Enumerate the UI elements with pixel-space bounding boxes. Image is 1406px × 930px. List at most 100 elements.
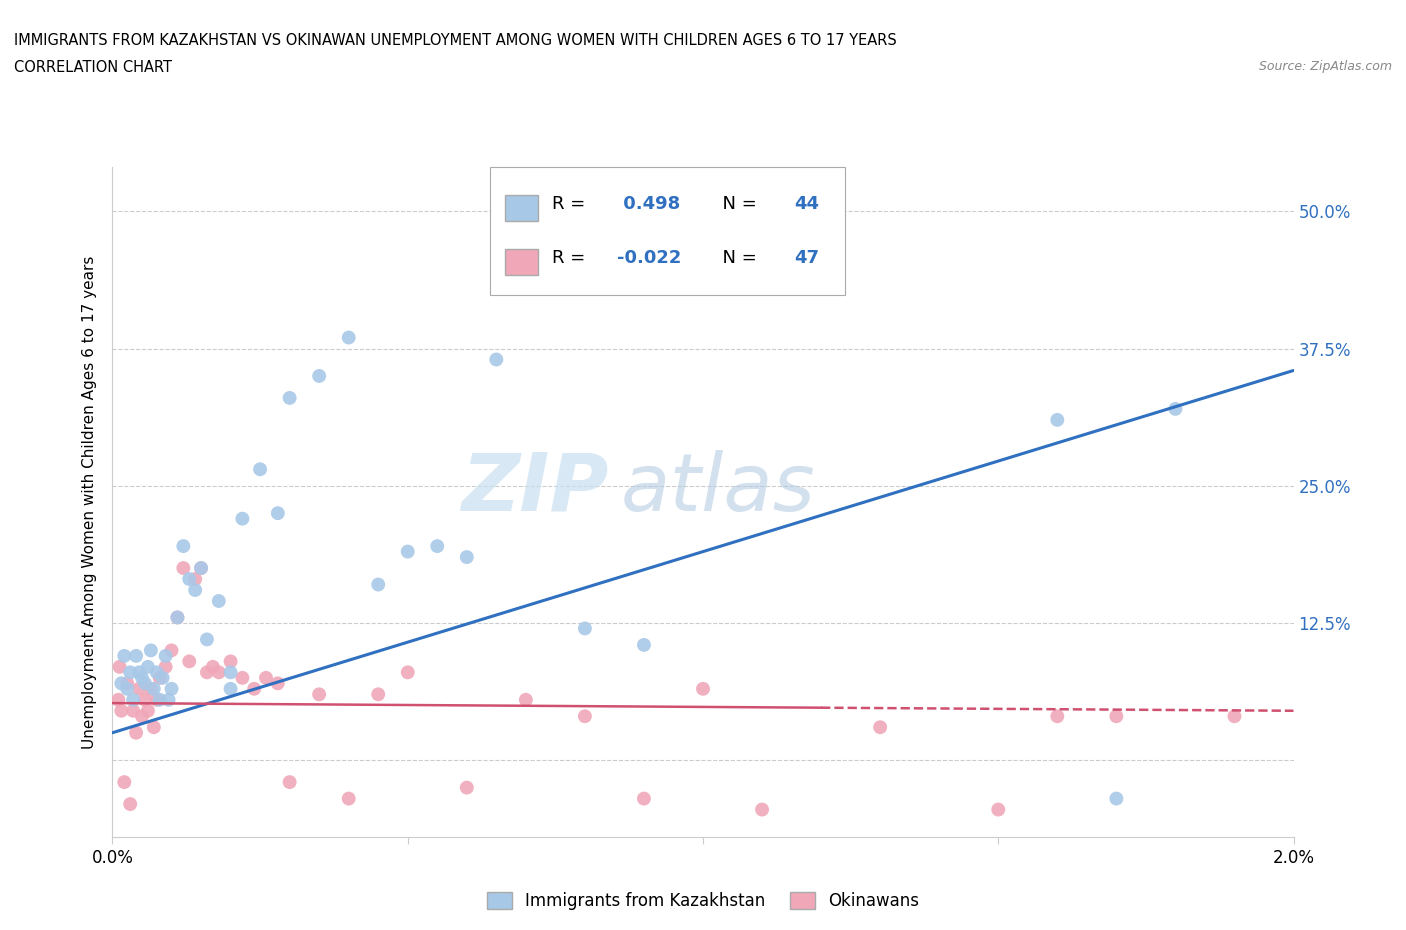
Point — [367, 578, 389, 592]
Point — [219, 654, 242, 669]
Point — [396, 544, 419, 559]
Point — [337, 791, 360, 806]
Point — [157, 692, 180, 707]
Text: N =: N = — [711, 249, 763, 267]
Point — [751, 802, 773, 817]
Point — [208, 593, 231, 608]
Point — [231, 512, 253, 526]
Text: -0.022: -0.022 — [617, 249, 681, 267]
Point — [1046, 709, 1069, 724]
Point — [278, 775, 301, 790]
Point — [1046, 412, 1069, 427]
Point — [308, 687, 330, 702]
Point — [485, 352, 508, 367]
Point — [107, 692, 129, 707]
Point — [184, 572, 207, 587]
Point — [112, 648, 135, 663]
Point — [125, 648, 148, 663]
Point — [166, 610, 188, 625]
Point — [136, 703, 159, 718]
Point — [184, 582, 207, 597]
Point — [810, 281, 832, 296]
FancyBboxPatch shape — [505, 248, 537, 274]
Point — [160, 643, 183, 658]
Point — [367, 687, 389, 702]
Point — [152, 671, 174, 685]
Point — [190, 561, 212, 576]
Point — [120, 665, 142, 680]
Point — [1164, 402, 1187, 417]
Point — [574, 709, 596, 724]
Point — [456, 780, 478, 795]
Point — [254, 671, 277, 685]
Point — [243, 682, 266, 697]
Point — [869, 720, 891, 735]
Point — [267, 506, 290, 521]
Point — [201, 659, 224, 674]
Point — [120, 797, 142, 812]
Text: R =: R = — [551, 195, 591, 213]
Text: 0.498: 0.498 — [617, 195, 681, 213]
Point — [136, 659, 159, 674]
Point — [110, 703, 132, 718]
Point — [172, 538, 194, 553]
Point — [219, 682, 242, 697]
Point — [146, 692, 169, 707]
Point — [117, 676, 138, 691]
Point — [142, 682, 165, 697]
Point — [128, 665, 150, 680]
Text: IMMIGRANTS FROM KAZAKHSTAN VS OKINAWAN UNEMPLOYMENT AMONG WOMEN WITH CHILDREN AG: IMMIGRANTS FROM KAZAKHSTAN VS OKINAWAN U… — [14, 33, 897, 47]
Text: N =: N = — [711, 195, 763, 213]
Point — [149, 692, 172, 707]
Point — [633, 791, 655, 806]
Point — [195, 665, 218, 680]
Point — [160, 682, 183, 697]
Point — [692, 682, 714, 697]
Point — [122, 692, 145, 707]
Text: Source: ZipAtlas.com: Source: ZipAtlas.com — [1258, 60, 1392, 73]
Point — [166, 610, 188, 625]
Point — [219, 665, 242, 680]
Point — [267, 676, 290, 691]
Point — [278, 391, 301, 405]
FancyBboxPatch shape — [505, 195, 537, 221]
Point — [155, 659, 177, 674]
Text: 44: 44 — [794, 195, 818, 213]
Y-axis label: Unemployment Among Women with Children Ages 6 to 17 years: Unemployment Among Women with Children A… — [82, 256, 97, 749]
Point — [179, 572, 201, 587]
Point — [131, 709, 153, 724]
Point — [456, 550, 478, 565]
Point — [1105, 709, 1128, 724]
Point — [231, 671, 253, 685]
Text: ZIP: ZIP — [461, 450, 609, 528]
Point — [134, 676, 156, 691]
Point — [1223, 709, 1246, 724]
Point — [155, 648, 177, 663]
Point — [134, 692, 156, 707]
Point — [249, 462, 271, 477]
Point — [1105, 791, 1128, 806]
Point — [337, 330, 360, 345]
Point — [142, 720, 165, 735]
Point — [172, 561, 194, 576]
Point — [125, 725, 148, 740]
Point — [139, 682, 162, 697]
Point — [633, 637, 655, 652]
FancyBboxPatch shape — [491, 167, 845, 295]
Point — [195, 632, 218, 647]
Point — [574, 621, 596, 636]
Point — [179, 654, 201, 669]
Point — [131, 671, 153, 685]
Text: R =: R = — [551, 249, 591, 267]
Point — [149, 671, 172, 685]
Text: atlas: atlas — [620, 450, 815, 528]
Point — [208, 665, 231, 680]
Point — [190, 561, 212, 576]
Legend: Immigrants from Kazakhstan, Okinawans: Immigrants from Kazakhstan, Okinawans — [479, 885, 927, 917]
Point — [987, 802, 1010, 817]
Point — [146, 665, 169, 680]
Text: CORRELATION CHART: CORRELATION CHART — [14, 60, 172, 75]
Point — [122, 703, 145, 718]
Point — [128, 682, 150, 697]
Text: 47: 47 — [794, 249, 818, 267]
